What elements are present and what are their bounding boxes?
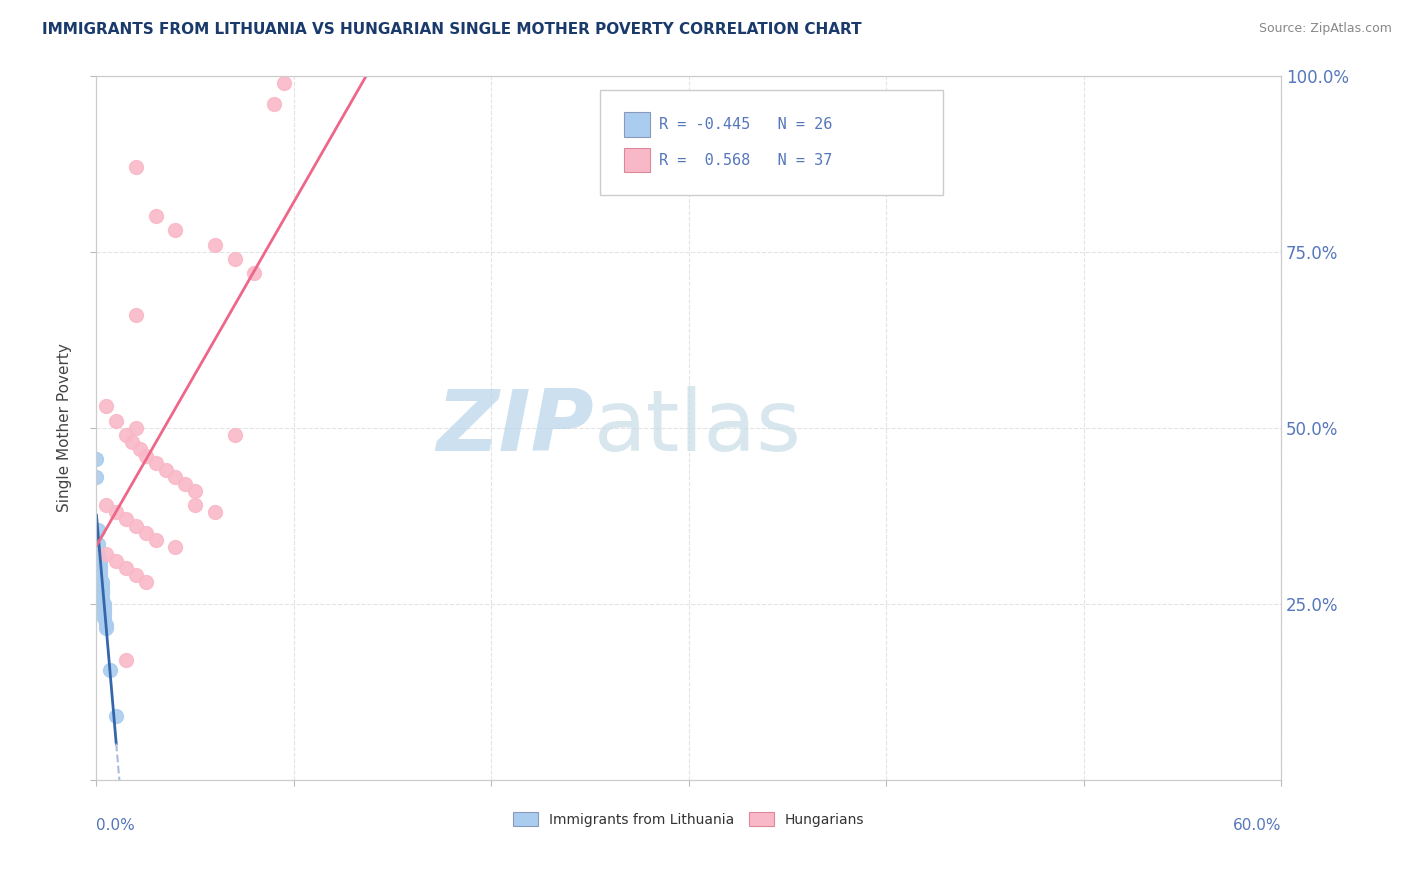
- Point: [135, 449, 157, 463]
- Point: [93, 610, 115, 624]
- Point: [115, 512, 138, 526]
- Point: [105, 709, 128, 723]
- Point: [86, 452, 108, 467]
- Point: [165, 541, 187, 555]
- Point: [135, 526, 157, 541]
- Point: [135, 575, 157, 590]
- Text: R =  0.568   N = 37: R = 0.568 N = 37: [659, 153, 832, 168]
- Text: R = -0.445   N = 26: R = -0.445 N = 26: [659, 118, 832, 132]
- Point: [93, 597, 115, 611]
- Point: [115, 561, 138, 575]
- Point: [89, 561, 111, 575]
- Point: [115, 427, 138, 442]
- Point: [89, 568, 111, 582]
- Text: 0.0%: 0.0%: [97, 818, 135, 833]
- Point: [243, 266, 266, 280]
- Point: [96, 547, 118, 561]
- Point: [125, 420, 148, 434]
- Point: [89, 565, 111, 579]
- Point: [87, 523, 110, 537]
- Point: [87, 547, 110, 561]
- Point: [96, 617, 118, 632]
- Point: [121, 434, 143, 449]
- Point: [204, 237, 226, 252]
- Bar: [624, 112, 650, 137]
- Point: [125, 160, 148, 174]
- Point: [155, 463, 177, 477]
- Point: [125, 308, 148, 322]
- Point: [89, 572, 111, 586]
- Point: [224, 252, 246, 266]
- Point: [93, 604, 115, 618]
- Point: [129, 442, 152, 456]
- Point: [93, 607, 115, 622]
- Point: [224, 427, 246, 442]
- Text: atlas: atlas: [593, 386, 801, 469]
- Text: IMMIGRANTS FROM LITHUANIA VS HUNGARIAN SINGLE MOTHER POVERTY CORRELATION CHART: IMMIGRANTS FROM LITHUANIA VS HUNGARIAN S…: [42, 22, 862, 37]
- Point: [91, 586, 114, 600]
- Point: [125, 519, 148, 533]
- FancyBboxPatch shape: [600, 89, 943, 195]
- Point: [125, 568, 148, 582]
- Point: [93, 600, 115, 615]
- Point: [91, 593, 114, 607]
- Point: [184, 483, 207, 498]
- Point: [115, 653, 138, 667]
- Point: [96, 498, 118, 512]
- Point: [145, 456, 167, 470]
- Point: [145, 533, 167, 548]
- Point: [174, 476, 197, 491]
- Y-axis label: Single Mother Poverty: Single Mother Poverty: [58, 343, 72, 512]
- Point: [91, 582, 114, 597]
- Point: [165, 223, 187, 237]
- Point: [273, 76, 295, 90]
- Point: [89, 558, 111, 572]
- Point: [86, 470, 108, 484]
- Point: [96, 400, 118, 414]
- Legend: Immigrants from Lithuania, Hungarians: Immigrants from Lithuania, Hungarians: [508, 806, 870, 832]
- Point: [105, 554, 128, 568]
- Point: [91, 579, 114, 593]
- Bar: [624, 148, 650, 172]
- Point: [145, 210, 167, 224]
- Point: [184, 498, 207, 512]
- Text: Source: ZipAtlas.com: Source: ZipAtlas.com: [1258, 22, 1392, 36]
- Text: 60.0%: 60.0%: [1233, 818, 1281, 833]
- Text: ZIP: ZIP: [436, 386, 593, 469]
- Point: [91, 575, 114, 590]
- Point: [105, 413, 128, 427]
- Point: [89, 554, 111, 568]
- Point: [87, 537, 110, 551]
- Point: [165, 470, 187, 484]
- Point: [105, 505, 128, 519]
- Point: [263, 96, 285, 111]
- Point: [98, 664, 121, 678]
- Point: [204, 505, 226, 519]
- Point: [96, 621, 118, 635]
- Point: [91, 590, 114, 604]
